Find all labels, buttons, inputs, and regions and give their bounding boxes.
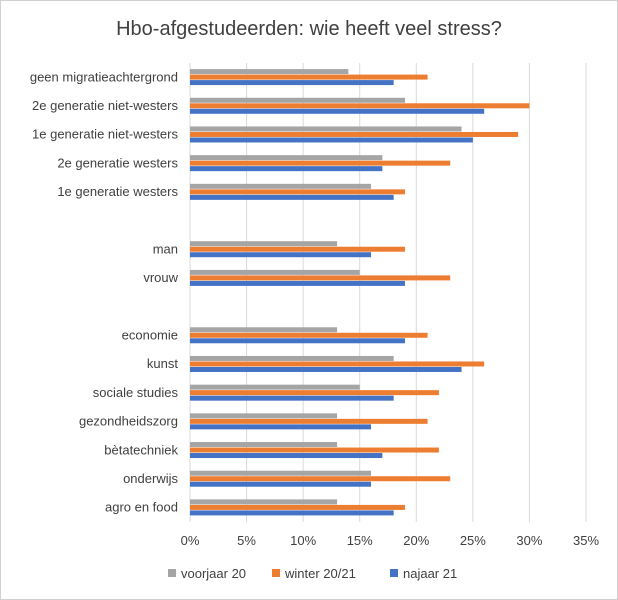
category-label: kunst: [147, 356, 178, 371]
category-label: economie: [122, 328, 178, 343]
bar: [190, 183, 372, 189]
bar: [190, 103, 530, 109]
category-label: man: [153, 241, 178, 256]
x-tick-label: 5%: [237, 533, 256, 548]
bar: [190, 241, 338, 247]
bar: [190, 366, 462, 372]
bar: [190, 126, 462, 132]
bar: [190, 137, 473, 143]
legend-swatch: [272, 569, 280, 577]
category-label: 2e generatie niet-westers: [32, 98, 178, 113]
bar: [190, 424, 372, 430]
category-label: 1e generatie westers: [57, 184, 178, 199]
bar: [190, 166, 383, 172]
category-label: 1e generatie niet-westers: [32, 127, 178, 142]
bar: [190, 332, 428, 338]
legend-label: najaar 21: [403, 566, 457, 581]
bar: [190, 131, 519, 137]
category-label: vrouw: [143, 270, 178, 285]
category-label: geen migratieachtergrond: [30, 69, 178, 84]
legend-swatch: [168, 569, 176, 577]
bar: [190, 442, 338, 448]
bar: [190, 69, 349, 75]
x-tick-label: 35%: [573, 533, 599, 548]
bar: [190, 504, 405, 510]
x-tick-label: 0%: [181, 533, 200, 548]
category-label: 2e generatie westers: [57, 155, 178, 170]
category-label: onderwijs: [123, 471, 178, 486]
bar: [190, 108, 485, 114]
bar: [190, 155, 383, 161]
bar: [190, 384, 360, 390]
category-label: bètatechniek: [104, 442, 178, 457]
bar: [190, 269, 360, 275]
bar: [190, 510, 394, 516]
bar: [190, 355, 394, 361]
bar: [190, 327, 338, 333]
legend-label: winter 20/21: [284, 566, 356, 581]
bar: [190, 189, 405, 195]
bar: [190, 194, 394, 200]
chart-title: Hbo-afgestudeerden: wie heeft veel stres…: [116, 18, 502, 40]
legend-label: voorjaar 20: [181, 566, 246, 581]
bar: [190, 390, 439, 396]
bar: [190, 160, 451, 166]
bar: [190, 80, 394, 86]
bar: [190, 361, 485, 367]
bar: [190, 470, 372, 476]
bar: [190, 481, 372, 487]
bar: [190, 499, 338, 505]
x-tick-label: 15%: [347, 533, 373, 548]
x-tick-label: 25%: [460, 533, 486, 548]
bar: [190, 418, 428, 424]
x-tick-label: 20%: [403, 533, 429, 548]
bar: [190, 338, 405, 344]
bar: [190, 453, 383, 459]
bar: [190, 275, 451, 281]
bar: [190, 447, 439, 453]
bar: [190, 413, 338, 419]
legend-swatch: [390, 569, 398, 577]
x-tick-label: 30%: [516, 533, 542, 548]
bar: [190, 395, 394, 401]
x-tick-label: 10%: [290, 533, 316, 548]
category-label: gezondheidszorg: [79, 414, 178, 429]
bar: [190, 246, 405, 252]
bar: [190, 74, 428, 80]
category-label: sociale studies: [93, 385, 179, 400]
bar: [190, 252, 372, 258]
category-label: agro en food: [105, 500, 178, 515]
bar: [190, 97, 405, 103]
bar: [190, 280, 405, 286]
bar: [190, 476, 451, 482]
